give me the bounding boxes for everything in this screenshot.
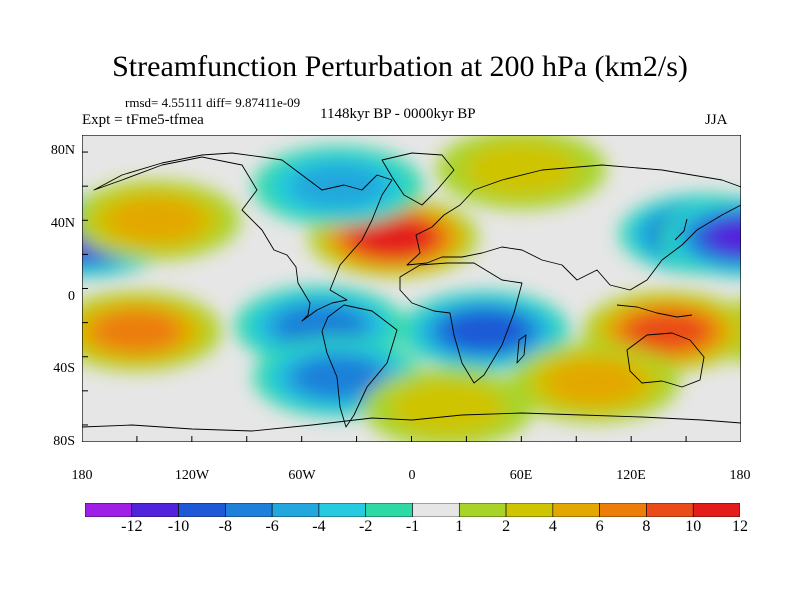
colorbar-label: 2: [502, 518, 511, 535]
coast-japan: [674, 218, 688, 241]
field-contour: [626, 311, 709, 351]
colorbar-label: -1: [405, 518, 420, 535]
field-contour: [546, 359, 643, 405]
coast-south-america: [321, 304, 398, 428]
field-contour: [390, 380, 506, 435]
field-contour: [463, 142, 579, 197]
x-tick-label: 120W: [174, 468, 210, 483]
colorbar-box: [271, 503, 320, 517]
field-contour: [276, 305, 364, 347]
field-contour: [705, 219, 741, 256]
colorbar-label: -4: [312, 518, 326, 535]
colorbar-label: -6: [265, 518, 279, 535]
colorbar-label: 1: [455, 518, 464, 535]
chart-title: Streamfunction Perturbation at 200 hPa (…: [112, 50, 688, 83]
colorbar-box: [599, 503, 647, 517]
colorbar-box: [178, 503, 226, 517]
colorbar-box: [85, 503, 133, 517]
colorbar-box: [225, 503, 273, 517]
coastlines: [82, 152, 741, 432]
coast-africa: [399, 262, 523, 384]
field-contour: [443, 311, 526, 351]
colorbar-box: [692, 503, 740, 517]
colorbar-box: [646, 503, 694, 517]
period-label: 1148kyr BP - 0000kyr BP: [320, 106, 476, 122]
y-tick-label: 80N: [50, 143, 75, 158]
colorbar-label: -10: [167, 518, 190, 535]
field-contour: [93, 310, 181, 352]
field-contour: [294, 356, 383, 398]
experiment-label: Expt = tFme5-tfmea: [82, 112, 204, 128]
coast-greenland: [381, 152, 455, 206]
y-tick-label: 0: [68, 289, 75, 304]
colorbar-label: 8: [642, 518, 651, 535]
colorbar-box: [412, 503, 460, 517]
stats-text: rmsd= 4.55111 diff= 9.87411e-09: [125, 95, 301, 110]
colorbar: [85, 503, 740, 517]
colorbar-box: [552, 503, 600, 517]
colorbar-label: 4: [548, 518, 557, 535]
x-tick-label: 0: [408, 468, 416, 483]
field-contour: [354, 219, 433, 256]
field-contour: [106, 197, 204, 243]
streamfunction-map: [82, 135, 741, 442]
x-tick-label: 180: [71, 468, 93, 483]
colorbar-box: [131, 503, 179, 517]
y-tick-label: 80S: [53, 434, 75, 449]
colorbar-box: [458, 503, 507, 517]
colorbar-label: 6: [595, 518, 604, 535]
x-tick-label: 120E: [616, 468, 646, 483]
coast-indonesia: [616, 304, 693, 318]
coast-antarctica: [82, 412, 741, 432]
coast-europe-asia: [406, 164, 741, 291]
colorbar-label: 10: [685, 518, 702, 535]
y-tick-label: 40S: [53, 361, 75, 376]
colorbar-label: 12: [732, 518, 748, 535]
x-tick-label: 60E: [509, 468, 533, 483]
colorbar-label: -8: [218, 518, 232, 535]
colorbar-box: [365, 503, 413, 517]
colorbar-box: [318, 503, 367, 517]
coast-madagascar: [516, 334, 527, 364]
x-tick-label: 180: [729, 468, 751, 483]
y-tick-label: 40N: [50, 216, 75, 231]
colorbar-box: [505, 503, 554, 517]
x-tick-label: 60W: [288, 468, 316, 483]
season-label: JJA: [705, 112, 728, 128]
colorbar-label: -12: [121, 518, 143, 535]
colorbar-label: -2: [359, 518, 373, 535]
coast-australia: [626, 332, 705, 388]
coast-north-america: [93, 152, 393, 322]
